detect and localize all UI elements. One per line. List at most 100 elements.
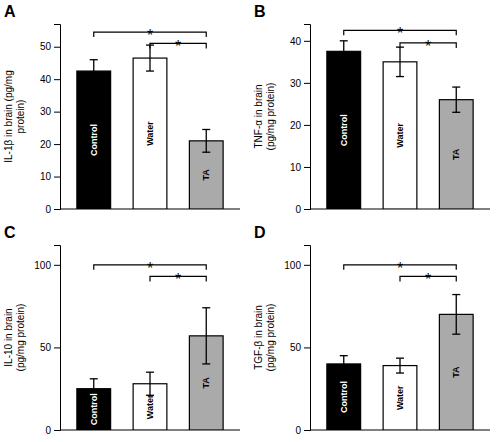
error-bar-stem	[456, 87, 457, 112]
y-tick-mark	[304, 41, 310, 42]
figure: 0 10 20 30 40 50 Control Water TA * * IL-1β in brai…	[0, 0, 500, 442]
significance-star: *	[397, 260, 403, 277]
y-tick-label: 40	[290, 36, 302, 47]
error-bar-cap	[340, 40, 348, 41]
error-bar-cap	[202, 363, 210, 364]
y-axis-label: TNF-α in brain(pg/mg protein)	[253, 83, 276, 151]
y-axis-label-line: IL-1β in brain (pg/mg	[3, 70, 14, 162]
error-bar-cap	[340, 355, 348, 356]
y-tick-mark	[304, 83, 310, 84]
y-tick-label: 100	[34, 260, 51, 271]
bar-label: Control	[339, 381, 349, 413]
significance-star: *	[147, 260, 153, 277]
panel-label: D	[254, 224, 266, 241]
error-bar-stem	[93, 60, 94, 83]
error-bar	[452, 295, 460, 335]
y-tick: 50	[40, 342, 60, 353]
error-bar-cap	[146, 70, 154, 71]
y-tick-mark	[54, 177, 60, 178]
error-bar	[396, 47, 404, 76]
y-tick: 20	[40, 139, 60, 150]
y-axis: 050100	[34, 246, 60, 436]
y-tick-label: 20	[40, 139, 52, 150]
y-axis-line	[54, 246, 61, 431]
marks	[327, 265, 473, 430]
y-axis: 010203040	[290, 25, 311, 215]
error-bar-stem	[399, 47, 400, 76]
error-bar	[90, 60, 98, 83]
error-bar-cap	[452, 86, 460, 87]
bar	[133, 58, 167, 209]
error-bar-cap	[202, 152, 210, 153]
y-axis-label-line: (pg/mg protein)	[15, 304, 26, 372]
y-tick: 0	[45, 204, 60, 215]
significance-star: *	[175, 271, 181, 288]
plot: 01020304050ControlWaterTA**IL-1β in brai…	[3, 25, 240, 215]
y-tick-mark	[54, 347, 60, 348]
y-tick: 30	[290, 78, 310, 89]
error-bar	[340, 41, 348, 62]
texts: ControlWaterTA**	[89, 27, 212, 180]
error-bar-cap	[90, 82, 98, 83]
bar-label: Water	[395, 123, 405, 148]
y-tick-label: 0	[45, 204, 51, 215]
y-tick: 10	[290, 162, 310, 173]
y-axis-label-line: TNF-α in brain	[253, 84, 264, 148]
error-bar	[452, 87, 460, 112]
significance-star: *	[175, 38, 181, 55]
y-axis-label: TGF-β in brain(pg/mg protein)	[253, 304, 276, 372]
error-bar-stem	[206, 129, 207, 152]
y-tick: 30	[40, 106, 60, 117]
significance-star: *	[425, 38, 431, 55]
error-bar	[396, 358, 404, 373]
y-tick: 100	[34, 260, 60, 271]
y-axis-label-line: (pg/mg protein)	[265, 304, 276, 372]
error-bar	[340, 356, 348, 373]
y-tick: 0	[295, 425, 310, 436]
error-bar	[202, 308, 210, 364]
error-bar-stem	[343, 356, 344, 373]
marks	[77, 265, 223, 430]
error-bar-cap	[202, 129, 210, 130]
y-tick-mark	[54, 430, 60, 431]
error-bar	[146, 372, 154, 395]
error-bar-cap	[202, 307, 210, 308]
panel: 010203040ControlWaterTA**TNF-α in brain(…	[253, 3, 490, 215]
bar-label: Water	[145, 121, 155, 146]
bar-label: TA	[201, 377, 211, 389]
error-bar-stem	[343, 41, 344, 62]
y-axis-line	[304, 25, 311, 210]
significance-star: *	[147, 27, 153, 44]
y-tick-mark	[304, 125, 310, 126]
y-tick: 0	[295, 204, 310, 215]
y-axis-label-line: TGF-β in brain	[253, 305, 264, 370]
bar-label: Control	[89, 393, 99, 425]
y-axis-label: IL-1β in brain (pg/mgprotein)	[3, 70, 26, 162]
y-tick-mark	[54, 144, 60, 145]
bar-label: Water	[395, 385, 405, 410]
y-tick: 40	[290, 36, 310, 47]
error-bar-cap	[452, 112, 460, 113]
bar-label: TA	[451, 366, 461, 378]
bar	[383, 62, 417, 209]
y-tick-label: 0	[295, 204, 301, 215]
y-axis: 01020304050	[40, 25, 61, 215]
error-bar-stem	[399, 358, 400, 373]
y-axis: 050100	[284, 246, 310, 436]
bar-label: Water	[145, 394, 155, 419]
y-tick-mark	[304, 430, 310, 431]
panel: 050100ControlWaterTA**IL-10 in brain(pg/…	[3, 224, 240, 436]
error-bar-cap	[90, 59, 98, 60]
panel-label: A	[4, 3, 16, 20]
bar	[327, 51, 361, 209]
bar-label: TA	[451, 148, 461, 160]
plot: 010203040ControlWaterTA**TNF-α in brain(…	[253, 25, 490, 215]
plot: 050100ControlWaterTA**IL-10 in brain(pg/…	[3, 246, 240, 436]
y-axis-label-line: IL-10 in brain	[3, 308, 14, 366]
error-bar	[202, 129, 210, 152]
bar-label: TA	[201, 169, 211, 181]
error-bar-cap	[452, 294, 460, 295]
error-bar	[146, 45, 154, 71]
y-tick: 40	[40, 74, 60, 85]
y-tick-mark	[304, 167, 310, 168]
